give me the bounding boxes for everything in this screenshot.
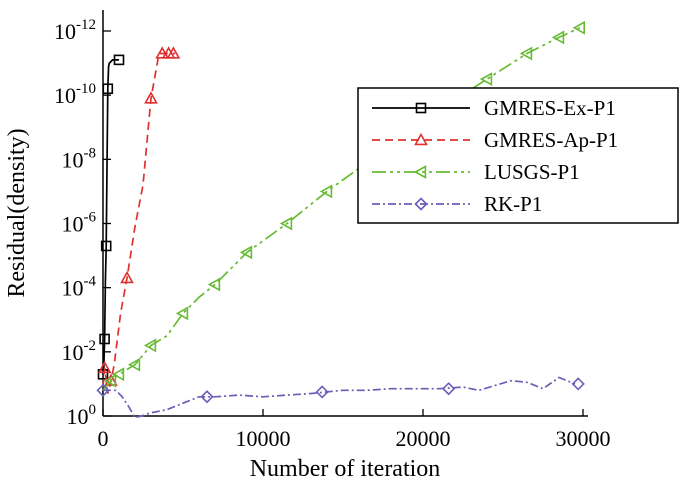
y-tick-exponent: -10 (76, 81, 96, 97)
y-tick-exponent: -12 (76, 17, 96, 33)
x-tick-label: 30000 (556, 426, 611, 451)
series-line (102, 52, 175, 394)
data-point-marker (479, 72, 493, 86)
data-point-marker (519, 46, 533, 61)
data-point-marker (97, 368, 109, 380)
data-point-marker (111, 367, 125, 382)
data-point-marker (144, 91, 158, 104)
y-tick-base: 10 (54, 83, 76, 108)
y-tick-base: 10 (62, 340, 84, 365)
y-tick-label: 10-10 (54, 81, 96, 108)
series-line (102, 59, 119, 375)
legend-label: GMRES-Ap-P1 (484, 128, 618, 152)
data-point-marker (97, 360, 112, 374)
plot-area (102, 10, 588, 417)
series-line (102, 27, 581, 391)
data-point-marker (120, 270, 134, 284)
data-point-marker (551, 30, 565, 45)
data-point-marker (319, 184, 333, 199)
data-point-marker (414, 197, 428, 211)
y-axis-title: Residual(density) (4, 128, 30, 297)
x-tick-label: 0 (98, 426, 109, 451)
y-tick-label: 10-6 (62, 210, 97, 237)
data-point-marker (102, 83, 114, 95)
y-tick-exponent: -6 (84, 210, 97, 226)
data-point-marker (113, 54, 125, 66)
y-tick-base: 10 (62, 276, 84, 301)
series-gmres-ex-p1 (97, 54, 125, 380)
x-axis-ticks: 0 10000 20000 30000 (98, 409, 611, 451)
legend-box (357, 87, 679, 224)
y-tick-label: 100 (67, 402, 97, 429)
y-tick-base: 10 (62, 147, 84, 172)
data-point-marker (100, 240, 112, 252)
data-point-marker (104, 373, 118, 386)
data-point-marker (441, 382, 456, 396)
data-point-marker (96, 383, 110, 397)
y-tick-exponent: 0 (89, 402, 97, 418)
data-point-marker (103, 373, 117, 388)
data-point-marker (572, 20, 586, 35)
data-point-marker (143, 338, 157, 353)
legend-label: LUSGS-P1 (484, 160, 580, 184)
series-gmres-ap-p1 (97, 46, 181, 394)
data-point-marker (415, 102, 427, 114)
y-tick-base: 10 (62, 212, 84, 237)
data-point-marker (166, 46, 181, 59)
series-line (103, 376, 576, 419)
data-point-marker (413, 165, 427, 179)
data-point-marker (127, 357, 141, 372)
legend-label: RK-P1 (484, 192, 542, 216)
series-layer (96, 20, 586, 419)
data-point-marker (200, 390, 214, 404)
y-tick-exponent: -8 (84, 145, 97, 161)
data-point-marker (414, 132, 428, 146)
y-tick-base: 10 (67, 404, 89, 429)
legend: GMRES-Ex-P1 GMRES-Ap-P1 LUSGS-P1 RK-P1 (357, 87, 679, 224)
legend-label: GMRES-Ex-P1 (484, 96, 616, 120)
data-point-marker (239, 245, 253, 260)
x-tick-label: 20000 (396, 426, 451, 451)
x-tick-label: 10000 (236, 426, 291, 451)
y-tick-exponent: -2 (84, 338, 97, 354)
y-tick-label: 10-12 (54, 17, 96, 44)
y-tick-base: 10 (54, 19, 76, 44)
y-tick-label: 10-2 (62, 338, 97, 365)
series-rk-p1 (96, 376, 585, 419)
data-point-marker (175, 306, 189, 321)
y-tick-exponent: -4 (84, 274, 97, 290)
x-axis-title: Number of iteration (250, 456, 441, 482)
y-tick-label: 10-8 (62, 145, 97, 172)
data-point-marker (99, 333, 110, 345)
y-tick-label: 10-4 (62, 274, 97, 301)
data-point-marker (279, 216, 293, 231)
data-point-marker (571, 377, 585, 391)
data-point-marker (315, 385, 329, 399)
data-point-marker (207, 277, 221, 292)
